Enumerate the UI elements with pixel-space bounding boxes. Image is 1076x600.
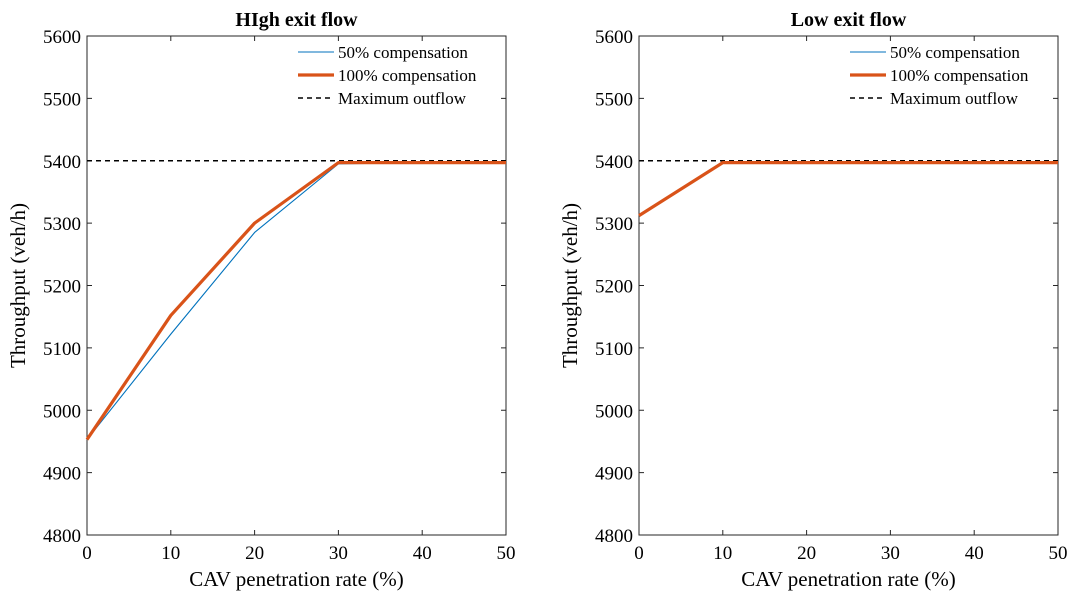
y-tick-label: 4900 bbox=[43, 464, 81, 485]
series-line-100-compensation bbox=[85, 161, 506, 441]
x-tick-label: 30 bbox=[329, 543, 348, 564]
y-tick-label: 4800 bbox=[595, 526, 633, 547]
legend-label: 50% compensation bbox=[338, 43, 468, 62]
y-axis-label: Throughput (veh/h) bbox=[6, 203, 30, 368]
y-tick-label: 5000 bbox=[43, 401, 81, 422]
x-tick-label: 10 bbox=[161, 543, 180, 564]
x-axis-label: CAV penetration rate (%) bbox=[741, 567, 955, 591]
y-tick-label: 5200 bbox=[595, 277, 633, 298]
x-tick-label: 40 bbox=[965, 543, 984, 564]
y-tick-label: 5600 bbox=[595, 27, 633, 48]
legend-label: 100% compensation bbox=[890, 66, 1029, 85]
chart-title: Low exit flow bbox=[791, 9, 907, 31]
x-tick-label: 50 bbox=[1049, 543, 1068, 564]
y-tick-label: 5100 bbox=[43, 339, 81, 360]
y-tick-label: 5300 bbox=[43, 214, 81, 235]
y-tick-label: 5200 bbox=[43, 277, 81, 298]
y-tick-label: 4900 bbox=[595, 464, 633, 485]
y-tick-label: 5100 bbox=[595, 339, 633, 360]
x-tick-label: 40 bbox=[413, 543, 432, 564]
y-tick-label: 5300 bbox=[595, 214, 633, 235]
x-tick-label: 0 bbox=[634, 543, 644, 564]
y-tick-label: 5400 bbox=[595, 152, 633, 173]
x-tick-label: 20 bbox=[797, 543, 816, 564]
x-tick-label: 20 bbox=[245, 543, 264, 564]
plot-area-frame bbox=[86, 35, 507, 536]
legend-label: Maximum outflow bbox=[890, 89, 1019, 108]
chart-title: HIgh exit flow bbox=[235, 9, 358, 31]
legend-label: 50% compensation bbox=[890, 43, 1020, 62]
y-tick-label: 5500 bbox=[595, 89, 633, 110]
x-axis-label: CAV penetration rate (%) bbox=[189, 567, 403, 591]
y-tick-label: 5000 bbox=[595, 401, 633, 422]
x-tick-label: 10 bbox=[713, 543, 732, 564]
chart-panel-1: 4800 4900 5000 5100 5200 5300 5400 5500 5600 0 10 2… bbox=[6, 9, 516, 591]
plot-area-frame bbox=[638, 35, 1059, 536]
y-axis-label: Throughput (veh/h) bbox=[558, 203, 582, 368]
y-tick-label: 5600 bbox=[43, 27, 81, 48]
legend-label: Maximum outflow bbox=[338, 89, 467, 108]
series-line-50-compensation bbox=[638, 162, 1058, 217]
series-line-50-compensation bbox=[86, 162, 506, 440]
y-tick-label: 5500 bbox=[43, 89, 81, 110]
legend-label: 100% compensation bbox=[338, 66, 477, 85]
x-tick-label: 50 bbox=[497, 543, 516, 564]
y-tick-label: 5400 bbox=[43, 152, 81, 173]
chart-panel-2: 4800 4900 5000 5100 5200 5300 5400 5500 5600 0 10 2… bbox=[558, 9, 1068, 591]
series-line-100-compensation bbox=[638, 161, 1058, 217]
x-tick-label: 0 bbox=[82, 543, 92, 564]
y-tick-label: 4800 bbox=[43, 526, 81, 547]
x-tick-label: 30 bbox=[881, 543, 900, 564]
